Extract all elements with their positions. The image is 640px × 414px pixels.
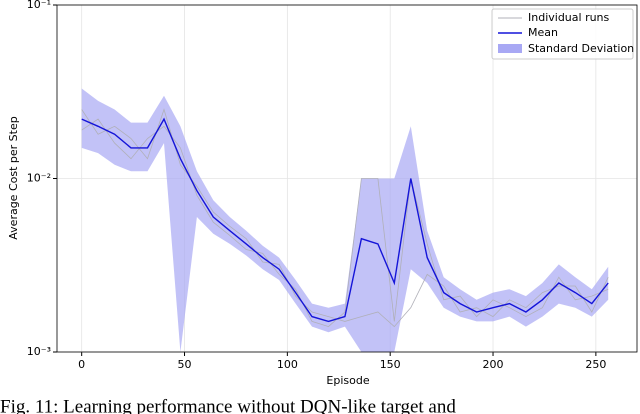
y-tick-label: 10⁻²	[27, 172, 51, 185]
std-band	[81, 88, 609, 352]
y-tick-label: 10⁻³	[27, 345, 51, 358]
x-tick-label: 50	[178, 358, 192, 371]
legend-label: Standard Deviation	[528, 42, 634, 55]
legend-label: Individual runs	[528, 11, 610, 24]
x-tick-label: 0	[78, 358, 85, 371]
legend-box	[491, 8, 634, 60]
mean-line	[81, 117, 609, 323]
run-line	[81, 108, 609, 328]
caption: Fig. 11: Learning performance without DQ…	[0, 396, 456, 414]
legend-swatch	[498, 44, 522, 53]
x-tick-label: 200	[483, 358, 504, 371]
plot-frame	[56, 4, 638, 353]
y-axis-label: Average Cost per Step	[7, 116, 20, 239]
x-tick-label: 150	[380, 358, 401, 371]
x-tick-label: 100	[277, 358, 298, 371]
legend-label: Mean	[528, 26, 558, 39]
x-tick-label: 250	[585, 358, 606, 371]
y-tick-label: 10⁻¹	[27, 0, 51, 11]
x-axis-label: Episode	[326, 374, 369, 387]
